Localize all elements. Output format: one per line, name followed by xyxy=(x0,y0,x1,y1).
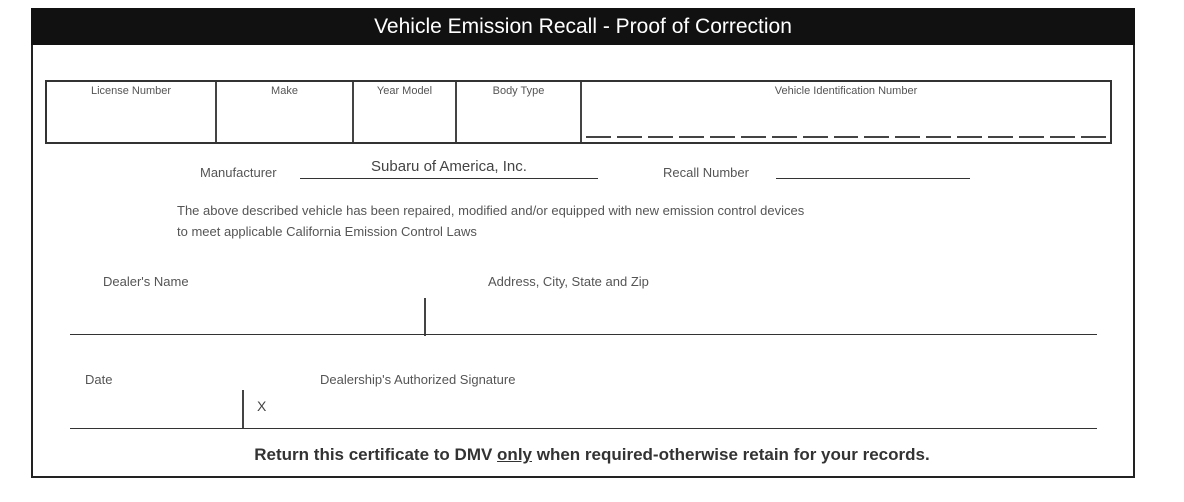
license-number-field[interactable]: License Number xyxy=(47,82,217,142)
footer-emphasis: only xyxy=(497,445,532,464)
body-type-field[interactable]: Body Type xyxy=(457,82,582,142)
form-title: Vehicle Emission Recall - Proof of Corre… xyxy=(31,8,1135,45)
make-field[interactable]: Make xyxy=(217,82,354,142)
vehicle-info-table: License Number Make Year Model Body Type… xyxy=(45,80,1112,144)
recall-number-field[interactable] xyxy=(776,158,970,179)
statement-line-1: The above described vehicle has been rep… xyxy=(177,203,805,218)
certificate-form xyxy=(31,8,1135,478)
year-model-field[interactable]: Year Model xyxy=(354,82,457,142)
vin-field[interactable]: Vehicle Identification Number xyxy=(582,82,1110,142)
address-label: Address, City, State and Zip xyxy=(488,274,649,289)
year-model-label: Year Model xyxy=(376,85,433,97)
manufacturer-value[interactable]: Subaru of America, Inc. xyxy=(300,158,598,179)
footer-text-start: Return this certificate to DMV xyxy=(254,445,498,464)
vin-character-slots xyxy=(586,136,1106,138)
statement-line-2: to meet applicable California Emission C… xyxy=(177,224,477,239)
field-divider xyxy=(242,390,244,428)
date-label: Date xyxy=(85,372,113,387)
signature-label: Dealership's Authorized Signature xyxy=(320,372,516,387)
make-label: Make xyxy=(271,85,298,97)
vin-label: Vehicle Identification Number xyxy=(774,85,918,97)
footer-instruction: Return this certificate to DMV only when… xyxy=(0,445,1184,465)
recall-number-label: Recall Number xyxy=(663,165,749,180)
body-type-label: Body Type xyxy=(492,85,545,97)
field-divider xyxy=(424,298,426,336)
manufacturer-label: Manufacturer xyxy=(200,165,277,180)
signature-x-mark: X xyxy=(257,398,267,414)
footer-text-end: when required-otherwise retain for your … xyxy=(532,445,930,464)
dealer-name-label: Dealer's Name xyxy=(103,274,189,289)
date-signature-line[interactable] xyxy=(70,428,1097,429)
dealer-address-line[interactable] xyxy=(70,334,1097,335)
statement-text: The above described vehicle has been rep… xyxy=(177,200,804,242)
license-number-label: License Number xyxy=(90,85,172,97)
